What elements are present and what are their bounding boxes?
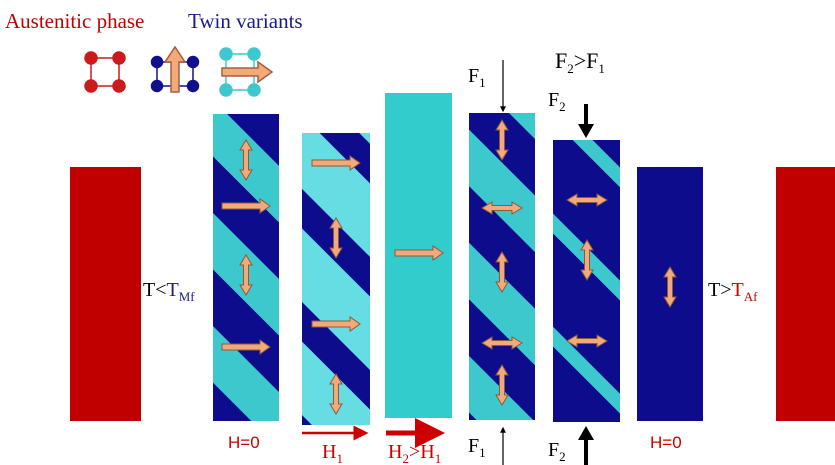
force-label: F1 — [468, 65, 486, 90]
twin-icon-a — [152, 47, 199, 92]
temp-high: T>TAf — [708, 279, 758, 304]
diagram: Austenitic phase Twin variants T<TMf T>T… — [0, 0, 835, 465]
twin-icon-b — [220, 48, 272, 96]
force-arrow — [578, 426, 594, 465]
force-label: F2 — [548, 89, 566, 114]
force-compare: F2>F1 — [555, 48, 605, 76]
force-label: F2 — [548, 439, 566, 464]
martensite-column — [553, 140, 620, 422]
austenite-bar — [70, 167, 141, 421]
temp-low: T<TMf — [143, 279, 195, 304]
legend-austenitic: Austenitic phase — [5, 9, 144, 33]
austenite-bar — [776, 167, 835, 421]
austenite-icon — [85, 52, 125, 92]
legend-twin: Twin variants — [188, 9, 303, 33]
force-arrow — [578, 104, 594, 138]
field-label: H1 — [322, 441, 343, 465]
field-label: H2>H1 — [388, 441, 441, 465]
field-label: H=0 — [228, 433, 260, 452]
field-label: H=0 — [650, 433, 682, 452]
force-label: F1 — [468, 435, 486, 460]
